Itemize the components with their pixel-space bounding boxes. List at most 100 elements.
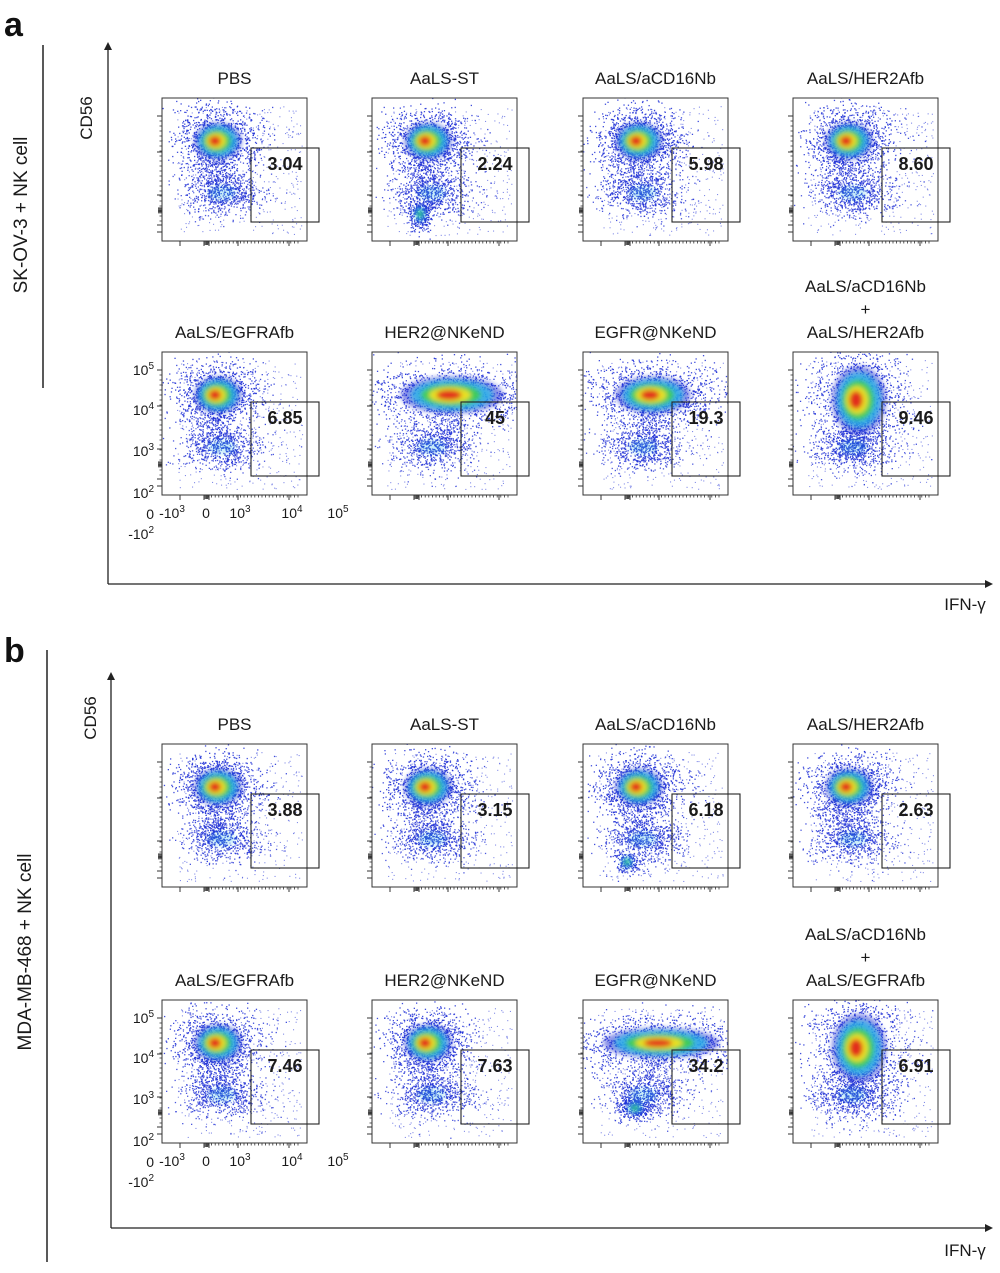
- gate-value: 34.2: [688, 1056, 723, 1076]
- gate-value: 19.3: [688, 408, 723, 428]
- gate-value: 5.98: [688, 154, 723, 174]
- plot-title: EGFR@NKeND: [594, 323, 716, 342]
- x-tick-label: -103: [159, 1152, 185, 1169]
- x-tick-label: 103: [229, 504, 251, 521]
- row-label: MDA-MB-468 + NK cell: [15, 854, 36, 1051]
- flow-plot: EGFR@NKeND 19.3: [578, 323, 741, 500]
- flow-plot: HER2@NKeND 7.63: [367, 971, 530, 1148]
- plot-frame: [161, 97, 308, 242]
- panel-letter: b: [4, 632, 25, 670]
- y-tick-label: -102: [128, 1173, 154, 1190]
- gate-value: 9.46: [898, 408, 933, 428]
- gate-value: 3.04: [267, 154, 302, 174]
- plot-frame: [582, 97, 729, 242]
- flow-plot: AaLS/EGFRAfb 7.46 105 104 103 102 0 -102 -103 0 10…: [128, 971, 349, 1190]
- plot-title: AaLS/aCD16Nb: [805, 277, 926, 296]
- plot-frame: [371, 97, 518, 242]
- y-axis-label: CD56: [77, 96, 96, 139]
- plot-background: [583, 1000, 728, 1143]
- y-tick-label: 105: [133, 1009, 155, 1026]
- scatter-dots: [795, 1000, 934, 1138]
- x-tick-label: -103: [159, 504, 185, 521]
- gate-box: [881, 793, 951, 869]
- plot-frame: [582, 743, 729, 888]
- gate-value: 8.60: [898, 154, 933, 174]
- scatter-dots: [583, 352, 728, 490]
- gate-box: [250, 147, 320, 223]
- scatter-dots: [372, 1000, 513, 1139]
- flow-plot: EGFR@NKeND 34.2: [578, 971, 741, 1148]
- gate-box: [460, 401, 530, 477]
- x-tick-label: 104: [281, 1152, 303, 1169]
- scatter-dots: [163, 1000, 302, 1138]
- gate-box: [671, 401, 741, 477]
- gate-box: [250, 1049, 320, 1125]
- plot-background: [162, 1000, 307, 1143]
- y-axis-arrow-icon: [107, 672, 115, 680]
- gate-value: 3.15: [477, 800, 512, 820]
- plot-title: AaLS/aCD16Nb: [805, 925, 926, 944]
- scatter-dots: [794, 98, 935, 236]
- gate-box: [671, 147, 741, 223]
- gate-value: 3.88: [267, 800, 302, 820]
- gate-box: [250, 401, 320, 477]
- scatter-dots: [372, 352, 517, 490]
- scatter-dots: [793, 352, 933, 490]
- flow-plot: HER2@NKeND 45: [367, 323, 530, 500]
- x-axis-label: IFN-γ: [944, 595, 986, 614]
- scatter-dots: [162, 352, 304, 490]
- plot-title: AaLS/HER2Afb: [807, 323, 924, 342]
- plot-title: AaLS/HER2Afb: [807, 69, 924, 88]
- y-tick-label: 0: [146, 1154, 154, 1170]
- flow-plot: AaLS/aCD16Nb + AaLS/HER2Afb 9.46: [788, 277, 951, 500]
- x-axis-arrow-icon: [985, 1224, 993, 1232]
- flow-plot: PBS 3.88: [157, 715, 320, 892]
- gate-value: 2.24: [477, 154, 512, 174]
- plot-frame: [792, 97, 939, 242]
- flow-plot: AaLS/EGFRAfb 6.85 105 104 103 102 0 -102 -103 0 10…: [128, 323, 349, 542]
- flow-plot: AaLS/aCD16Nb 6.18: [578, 715, 741, 892]
- plot-frame: [161, 351, 308, 496]
- flow-plot: AaLS/HER2Afb 8.60: [788, 69, 951, 246]
- gate-value: 7.63: [477, 1056, 512, 1076]
- panel-a: a SK-OV-3 + NK cell CD56 IFN-γ PBS 3.04 AaLS-S…: [4, 6, 993, 614]
- panel-letter: a: [4, 6, 24, 44]
- plot-title: +: [861, 948, 871, 967]
- y-axis-label: CD56: [81, 696, 100, 739]
- scatter-dots: [587, 744, 724, 882]
- gate-value: 7.46: [267, 1056, 302, 1076]
- x-tick-label: 104: [281, 504, 303, 521]
- x-tick-label: 0: [202, 1153, 210, 1169]
- plot-frame: [582, 351, 729, 496]
- scatter-dots: [793, 744, 934, 882]
- plot-frame: [161, 743, 308, 888]
- plot-frame: [371, 351, 518, 496]
- flow-plot: AaLS-ST 3.15: [367, 715, 530, 892]
- flow-plot: AaLS-ST 2.24: [367, 69, 530, 246]
- scatter-dots: [583, 98, 725, 236]
- y-tick-label: 105: [133, 361, 155, 378]
- flow-plot: PBS 3.04: [157, 69, 320, 246]
- scatter-dots: [163, 744, 303, 882]
- plot-title: AaLS/EGFRAfb: [175, 323, 294, 342]
- gate-box: [671, 1049, 741, 1125]
- plot-frame: [371, 743, 518, 888]
- scatter-dots: [372, 744, 514, 882]
- y-tick-label: 103: [133, 1090, 155, 1107]
- plot-frame: [792, 999, 939, 1144]
- gate-box: [460, 793, 530, 869]
- gate-value: 6.91: [898, 1056, 933, 1076]
- x-axis-label: IFN-γ: [944, 1241, 986, 1260]
- gate-value: 45: [485, 408, 505, 428]
- plot-title: +: [861, 300, 871, 319]
- gate-value: 6.85: [267, 408, 302, 428]
- plot-title: AaLS/EGFRAfb: [806, 971, 925, 990]
- y-tick-label: -102: [128, 525, 154, 542]
- y-tick-label: 104: [133, 1049, 155, 1066]
- plot-title: HER2@NKeND: [384, 971, 504, 990]
- row-label: SK-OV-3 + NK cell: [11, 137, 32, 294]
- plot-title: AaLS/EGFRAfb: [175, 971, 294, 990]
- x-tick-label: 103: [229, 1152, 251, 1169]
- x-axis-arrow-icon: [985, 580, 993, 588]
- plot-frame: [371, 999, 518, 1144]
